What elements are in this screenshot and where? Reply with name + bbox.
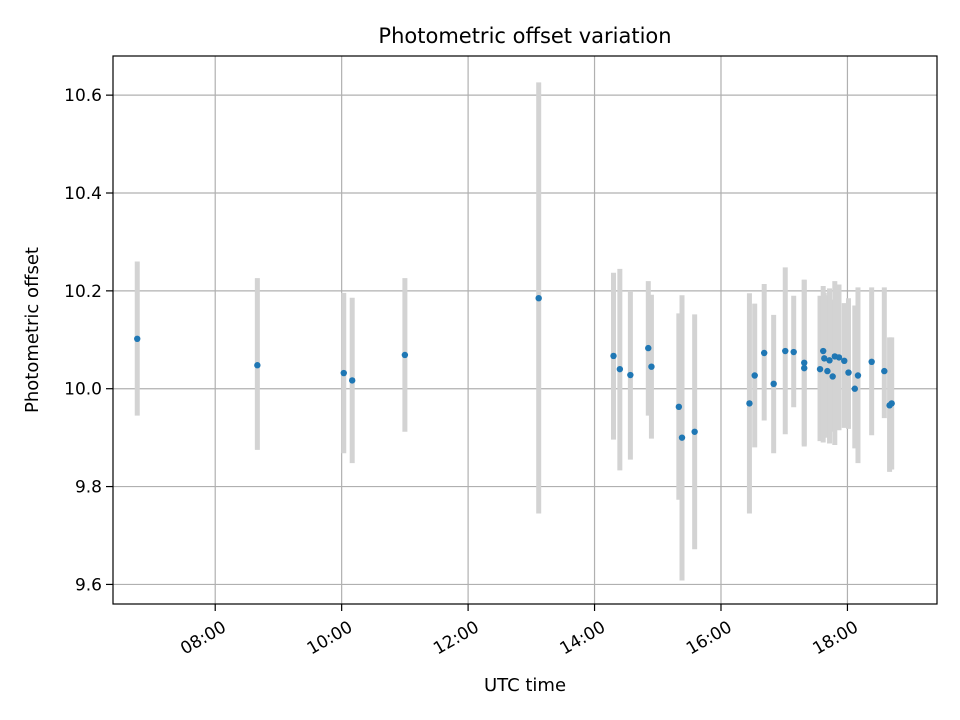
data-point [881,367,888,375]
data-point [254,362,261,369]
data-point [841,357,848,365]
data-point [770,380,777,388]
data-point [648,363,655,370]
data-point [746,400,753,407]
data-point [627,371,634,379]
data-point [868,358,875,366]
y-tick-label: 9.6 [75,575,102,595]
data-point [851,385,859,392]
data-point [845,369,852,376]
data-point [134,335,141,343]
plot-area [113,56,937,604]
data-point [535,294,542,302]
axes-frame [112,55,938,605]
y-tick-label: 9.8 [75,478,102,498]
data-point [801,359,808,366]
data-point [821,355,828,362]
data-point [340,369,347,377]
data-point [616,365,624,373]
x-axis-title: UTC time [484,675,566,696]
data-point [790,348,797,356]
data-point [348,377,356,384]
data-point [401,351,409,359]
data-point [645,344,652,352]
data-point [819,347,827,355]
data-point [751,372,758,379]
data-point [782,347,789,355]
y-tick-label: 10.0 [64,380,102,400]
data-point [854,372,862,379]
data-point [678,434,686,441]
data-point [760,349,768,357]
y-axis-title: Photometric offset [22,247,43,413]
data-point [691,428,698,435]
y-tick-label: 10.4 [64,184,102,204]
data-point [835,354,843,361]
y-tick-label: 10.6 [64,86,102,106]
data-point [888,400,895,407]
data-points [134,294,895,441]
chart-title: Photometric offset variation [378,24,671,48]
data-point [824,367,831,375]
data-point [801,364,808,372]
data-point [610,352,617,360]
data-point [816,365,824,373]
data-point [675,403,683,411]
data-point [829,373,836,380]
y-tick-label: 10.2 [64,282,102,302]
data-point [826,357,833,364]
